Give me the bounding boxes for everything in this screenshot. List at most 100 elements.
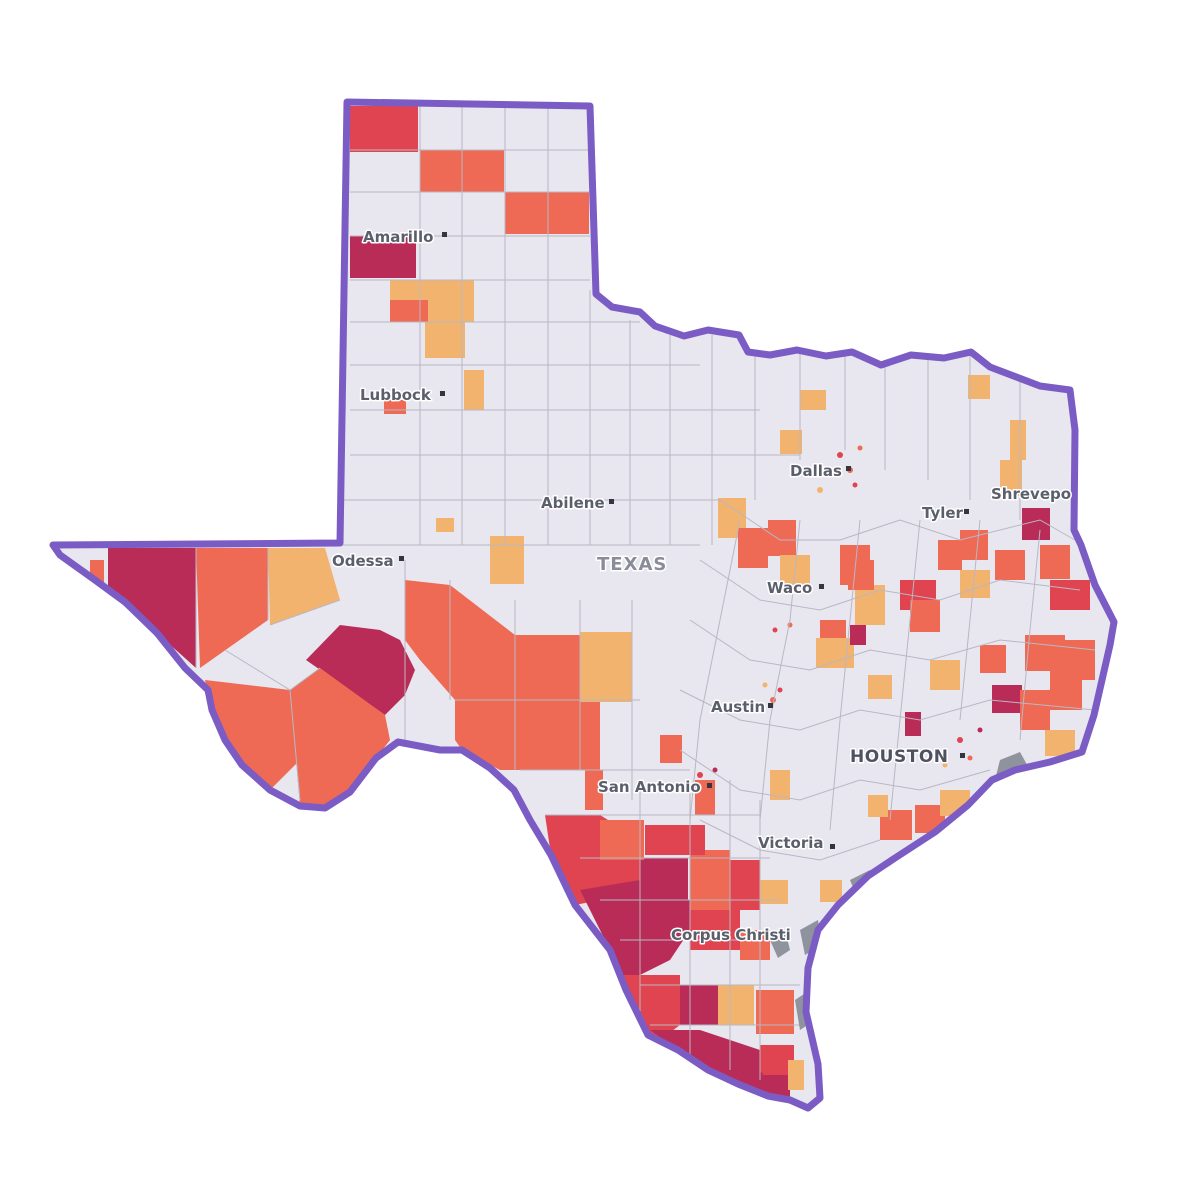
county-mid	[768, 520, 796, 556]
county-mid	[980, 645, 1006, 673]
county-high	[620, 975, 680, 1040]
county-mid	[196, 548, 268, 668]
city-dallas: Dallas	[789, 461, 851, 482]
county-low	[1010, 420, 1026, 460]
county-low	[816, 638, 854, 668]
county-highest	[306, 625, 415, 715]
city-label-abilene: Abilene	[541, 494, 605, 512]
county-low	[868, 675, 892, 699]
county-low	[580, 632, 632, 702]
county-low	[968, 375, 990, 399]
city-label-waco: Waco	[767, 579, 812, 597]
county-mid	[585, 770, 603, 810]
city-label-amarillo: Amarillo	[363, 228, 434, 246]
county-highest	[850, 625, 866, 645]
county-low	[820, 880, 842, 902]
city-houston: HOUSTON	[849, 746, 965, 769]
county-low	[490, 536, 524, 584]
city-dot-icon	[768, 703, 773, 708]
city-abilene: Abilene	[540, 493, 614, 514]
city-label-shreveport: Shrevepo	[991, 485, 1071, 503]
city-label-victoria: Victoria	[758, 834, 824, 852]
city-dot-icon	[442, 232, 447, 237]
city-label-tyler: Tyler	[922, 504, 964, 522]
county-highest	[108, 548, 196, 668]
county-mid	[690, 910, 740, 950]
county-mid	[756, 990, 794, 1034]
state-label: TEXAS	[597, 554, 667, 575]
county-low	[718, 985, 754, 1025]
city-shreveport: Shrevepo	[990, 484, 1073, 505]
texas-state-outline	[49, 98, 1118, 1112]
county-low	[1000, 460, 1022, 496]
county-mid	[910, 600, 940, 632]
city-odessa: Odessa	[331, 551, 404, 572]
city-dot-icon	[830, 844, 835, 849]
county-highest	[992, 685, 1022, 713]
county-mid	[290, 668, 390, 808]
city-waco: Waco	[766, 578, 824, 599]
county-highest	[650, 1030, 790, 1100]
city-label-odessa: Odessa	[332, 552, 394, 570]
city-label-dallas: Dallas	[790, 462, 842, 480]
county-low	[868, 795, 888, 817]
county-high	[1050, 580, 1090, 610]
county-low	[268, 548, 340, 625]
county-mid	[1040, 545, 1070, 579]
county-highest	[1022, 508, 1050, 540]
county-low	[788, 1060, 804, 1090]
county-mid	[1050, 670, 1082, 710]
county-mid	[390, 300, 428, 322]
county-mid	[1025, 635, 1065, 671]
county-mid	[848, 560, 874, 590]
city-corpus-christi: Corpus Christi	[670, 925, 793, 946]
county-low	[425, 322, 465, 358]
county-high	[645, 825, 705, 855]
county-low	[464, 370, 484, 410]
city-markers: Amarillo Lubbock Dallas Tyler Shrevepo A…	[331, 227, 1073, 946]
county-mid	[938, 540, 962, 570]
county-mid	[995, 550, 1025, 580]
county-mid	[405, 580, 515, 700]
county-mid	[690, 850, 730, 910]
city-label-houston: HOUSTON	[850, 747, 949, 767]
county-highest	[350, 236, 416, 278]
county-low	[855, 585, 885, 625]
county-low	[930, 660, 960, 690]
city-dot-icon	[819, 584, 824, 589]
city-victoria: Victoria	[757, 833, 835, 854]
county-mid	[740, 930, 770, 960]
city-austin: Austin	[710, 697, 773, 718]
county-fills	[90, 106, 1095, 1108]
county-low	[436, 518, 454, 532]
county-high	[350, 106, 418, 152]
county-mid	[515, 635, 580, 700]
county-mid	[205, 680, 300, 790]
county-borders	[195, 106, 1096, 1080]
county-low	[780, 430, 802, 454]
city-label-corpus-christi: Corpus Christi	[671, 926, 791, 944]
county-mid	[660, 735, 682, 763]
city-dot-icon	[846, 466, 851, 471]
county-highest	[680, 985, 718, 1025]
county-mid	[505, 192, 589, 234]
city-dot-icon	[960, 753, 965, 758]
city-san-antonio: San Antonio	[597, 777, 712, 798]
county-low	[800, 390, 826, 410]
county-low	[770, 770, 790, 800]
city-dot-icon	[440, 391, 445, 396]
city-lubbock: Lubbock	[359, 385, 445, 406]
city-label-lubbock: Lubbock	[360, 386, 432, 404]
city-dot-icon	[964, 509, 969, 514]
city-dot-icon	[707, 783, 712, 788]
county-high	[730, 860, 760, 910]
city-label-san-antonio: San Antonio	[598, 778, 701, 796]
city-label-austin: Austin	[711, 698, 765, 716]
county-low	[1045, 730, 1075, 756]
county-mid	[960, 530, 988, 560]
city-tyler: Tyler	[921, 503, 969, 524]
city-amarillo: Amarillo	[362, 227, 447, 248]
city-dot-icon	[609, 499, 614, 504]
county-mid	[455, 700, 540, 770]
